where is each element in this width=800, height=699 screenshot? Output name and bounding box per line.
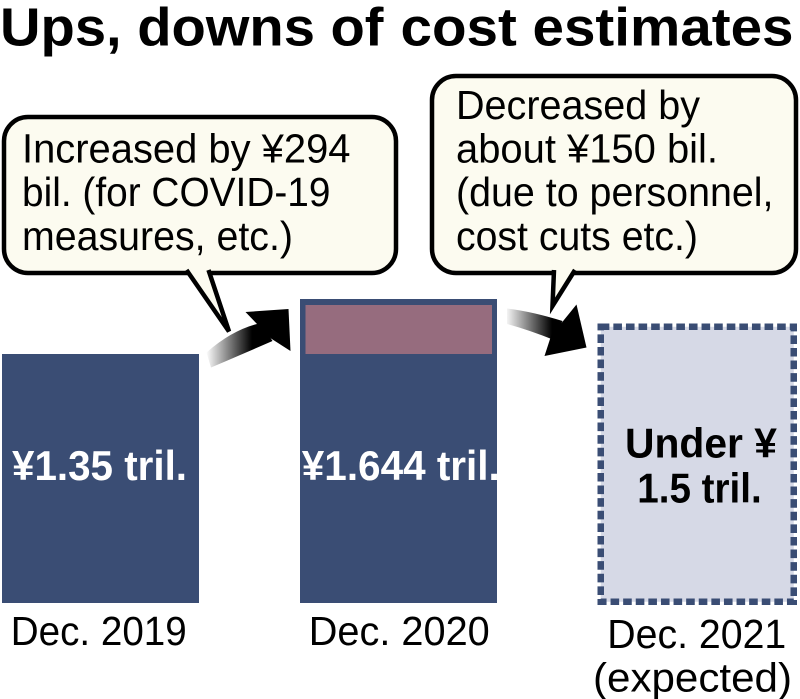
svg-text:Increased by ¥294: Increased by ¥294 (22, 126, 351, 172)
svg-text:bil. (for COVID-19: bil. (for COVID-19 (22, 169, 331, 215)
svg-text:Ups, downs of: Ups, downs of (0, 0, 385, 58)
svg-text:about ¥150 bil.: about ¥150 bil. (456, 126, 718, 172)
svg-text:¥1.35 tril.: ¥1.35 tril. (12, 442, 187, 489)
svg-text:Dec. 2020: Dec. 2020 (309, 608, 490, 654)
svg-text:measures, etc.): measures, etc.) (22, 213, 293, 259)
svg-text:(due to personnel,: (due to personnel, (456, 169, 774, 215)
svg-text:Dec. 2019: Dec. 2019 (11, 608, 187, 654)
svg-text:¥1.644 tril.: ¥1.644 tril. (302, 442, 500, 489)
svg-text:Under ¥: Under ¥ (625, 420, 778, 467)
svg-text:cost cuts etc.): cost cuts etc.) (456, 213, 698, 259)
svg-text:Dec. 2021: Dec. 2021 (607, 611, 786, 657)
svg-text:1.5 tril.: 1.5 tril. (637, 465, 762, 512)
svg-text:cost estimates: cost estimates (401, 0, 794, 58)
svg-text:(expected): (expected) (593, 655, 792, 699)
svg-text:Decreased by: Decreased by (456, 82, 700, 128)
